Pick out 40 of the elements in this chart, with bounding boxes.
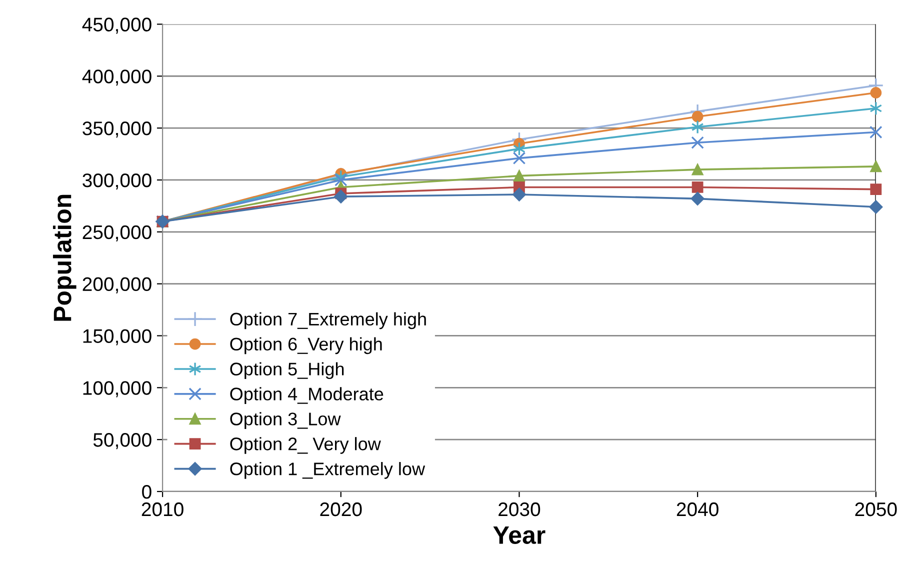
point [691, 120, 704, 134]
point [334, 174, 348, 186]
x-tick-label: 2050 [855, 502, 897, 516]
y-tick-label: 150,000 [83, 329, 152, 346]
y-tick-label: 300,000 [82, 173, 152, 190]
y-tick-label: 0 [142, 484, 152, 499]
point [692, 164, 704, 176]
point [870, 184, 882, 196]
legend-label: Option 3_Low [230, 412, 341, 429]
point [690, 192, 704, 206]
y-tick-label: 250,000 [82, 225, 152, 242]
point [514, 170, 525, 182]
y-tick-label: 200,000 [82, 277, 152, 294]
y-tick-label: 100,000 [83, 381, 152, 398]
legend-label: Option 4_Moderate [230, 387, 384, 404]
y-tick-label: 50,000 [93, 433, 152, 450]
x-tick-label: 2010 [142, 502, 184, 516]
point [512, 188, 526, 202]
legend-label: Option 5_High [230, 362, 344, 380]
point [334, 190, 348, 204]
point [870, 87, 882, 98]
x-tick-label: 2040 [676, 502, 718, 516]
x-tick-label: 2020 [320, 502, 362, 516]
y-tick-label: 450,000 [82, 18, 152, 34]
y-tick-label: 400,000 [82, 70, 152, 86]
x-axis-title: Year [493, 526, 546, 544]
legend-label: Option 6_Very high [230, 337, 382, 354]
legend-label: Option 2_ Very low [230, 437, 381, 454]
y-tick-label: 350,000 [82, 122, 152, 138]
point [692, 110, 704, 122]
legend-label: Option 7_Extremely high [230, 312, 426, 330]
legend-label: Option 1 _Extremely low [230, 462, 426, 479]
point [691, 136, 704, 149]
point [870, 160, 882, 172]
y-axis-title: Population [52, 194, 76, 321]
x-tick-label: 2030 [498, 502, 540, 516]
point [512, 152, 526, 165]
point [870, 126, 882, 139]
point [869, 200, 883, 214]
point [692, 182, 704, 193]
